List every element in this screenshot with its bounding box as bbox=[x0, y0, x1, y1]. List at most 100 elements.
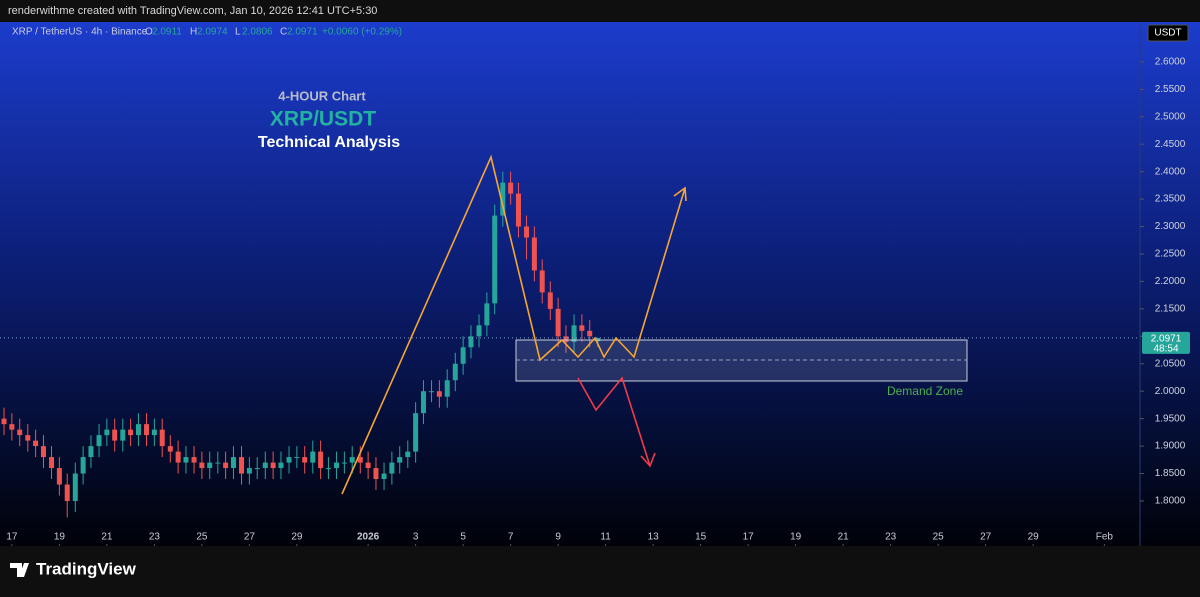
candle-body bbox=[223, 462, 229, 469]
last-price-box bbox=[1142, 331, 1190, 354]
candle-body bbox=[405, 451, 411, 458]
byline: renderwithme created with TradingView.co… bbox=[8, 5, 377, 17]
y-tick-label: 2.2500 bbox=[1155, 249, 1186, 260]
x-tick-label: 25 bbox=[933, 532, 945, 543]
candle-body bbox=[325, 468, 331, 470]
candle-body bbox=[357, 457, 363, 463]
candle-body bbox=[294, 457, 300, 459]
brand: TradingView bbox=[36, 559, 137, 578]
arrow-head bbox=[640, 452, 656, 468]
y-tick-label: 1.8000 bbox=[1155, 496, 1186, 507]
candle-body bbox=[341, 462, 347, 464]
x-tick-label: 9 bbox=[555, 532, 561, 543]
x-tick-label: 23 bbox=[885, 532, 897, 543]
y-tick-label: 1.9000 bbox=[1155, 441, 1186, 452]
candle-body bbox=[33, 440, 39, 447]
annotation: XRP/USDT bbox=[270, 108, 376, 131]
x-tick-label: 11 bbox=[600, 532, 611, 543]
candle-body bbox=[492, 215, 498, 304]
candle-body bbox=[286, 457, 292, 463]
y-tick-label: 2.0500 bbox=[1155, 358, 1186, 369]
y-tick-label: 2.5000 bbox=[1155, 111, 1186, 122]
y-tick-label: 2.4500 bbox=[1155, 139, 1186, 150]
candle-body bbox=[254, 468, 260, 470]
candle-body bbox=[318, 451, 324, 469]
candle-body bbox=[96, 435, 102, 447]
candle-body bbox=[563, 336, 569, 342]
ohlc-label: C bbox=[280, 27, 287, 38]
x-tick-label: 7 bbox=[508, 532, 514, 543]
candle-body bbox=[104, 429, 110, 436]
x-tick-label: 23 bbox=[149, 532, 161, 543]
candle-body bbox=[112, 429, 118, 441]
candle-body bbox=[175, 451, 181, 463]
ohlc-legend: O 2.0911 H 2.0974 L 2.0806 C 2.0971 +0.0060 (+0.… bbox=[145, 27, 402, 38]
candle-body bbox=[397, 457, 403, 463]
candle-body bbox=[500, 182, 506, 216]
candle-body bbox=[199, 462, 205, 469]
symbol: XRP / TetherUS · 4h · Binance bbox=[12, 27, 148, 38]
candle-body bbox=[413, 413, 419, 452]
candle-body bbox=[191, 457, 197, 463]
y-tick-label: 2.1500 bbox=[1155, 304, 1186, 315]
candle-body bbox=[215, 462, 221, 464]
candle-body bbox=[144, 424, 150, 436]
annotation: Demand Zone bbox=[887, 384, 963, 398]
candle-body bbox=[40, 446, 46, 458]
candle-body bbox=[429, 391, 435, 393]
currency-button[interactable] bbox=[1147, 24, 1189, 42]
y-tick-label: 2.3500 bbox=[1155, 194, 1186, 205]
candle-body bbox=[460, 347, 466, 364]
y-tick-label: 2.5500 bbox=[1155, 84, 1186, 95]
candle-body bbox=[555, 308, 561, 337]
ohlc-label: H bbox=[190, 27, 197, 38]
candle-body bbox=[49, 457, 55, 469]
x-tick-label: 15 bbox=[695, 532, 707, 543]
marks bbox=[0, 61, 1144, 546]
logo-icon bbox=[10, 563, 29, 577]
candle-body bbox=[310, 451, 316, 463]
candle-body bbox=[72, 473, 78, 501]
candle-body bbox=[120, 429, 126, 441]
candle-body bbox=[167, 446, 173, 452]
top-bar bbox=[0, 0, 1200, 22]
x-tick-label: 21 bbox=[838, 532, 850, 543]
footer bbox=[0, 546, 1200, 592]
candle-body bbox=[373, 468, 379, 480]
x-tick-label: 27 bbox=[244, 532, 256, 543]
candle-body bbox=[452, 363, 458, 381]
x-tick-label: 29 bbox=[1028, 532, 1040, 543]
candle-body bbox=[476, 325, 482, 337]
x-tick-label: 19 bbox=[54, 532, 66, 543]
annotation: Technical Analysis bbox=[258, 134, 400, 151]
candle-body bbox=[334, 462, 340, 469]
candle-body bbox=[159, 429, 165, 447]
ohlc-value: 2.0971 bbox=[287, 27, 318, 38]
annotation: 4-HOUR Chart bbox=[278, 88, 366, 103]
x-tick-label: 21 bbox=[101, 532, 113, 543]
x-tick-label: 3 bbox=[413, 532, 419, 543]
x-tick-label: Feb bbox=[1096, 532, 1114, 543]
candle-body bbox=[270, 462, 276, 469]
y-tick-label: 2.3000 bbox=[1155, 221, 1186, 232]
candle-body bbox=[9, 424, 15, 430]
candle-body bbox=[468, 336, 474, 348]
x-tick-label: 5 bbox=[460, 532, 466, 543]
candle-body bbox=[56, 468, 62, 485]
plot-background bbox=[0, 22, 1200, 546]
candle-body bbox=[381, 473, 387, 480]
candle-body bbox=[183, 457, 189, 463]
candle-body bbox=[531, 237, 537, 271]
x-tick-label: 13 bbox=[648, 532, 660, 543]
currency[interactable]: USDT bbox=[1154, 28, 1181, 39]
y-tick-label: 2.0000 bbox=[1155, 386, 1186, 397]
candle-body bbox=[230, 457, 236, 469]
candle-body bbox=[484, 303, 490, 326]
y-tick-label: 2.2000 bbox=[1155, 276, 1186, 287]
candle-body bbox=[302, 457, 308, 463]
bearish-path bbox=[577, 376, 651, 467]
x-tick-label: 2026 bbox=[357, 532, 380, 543]
x-tick-label: 17 bbox=[6, 532, 18, 543]
